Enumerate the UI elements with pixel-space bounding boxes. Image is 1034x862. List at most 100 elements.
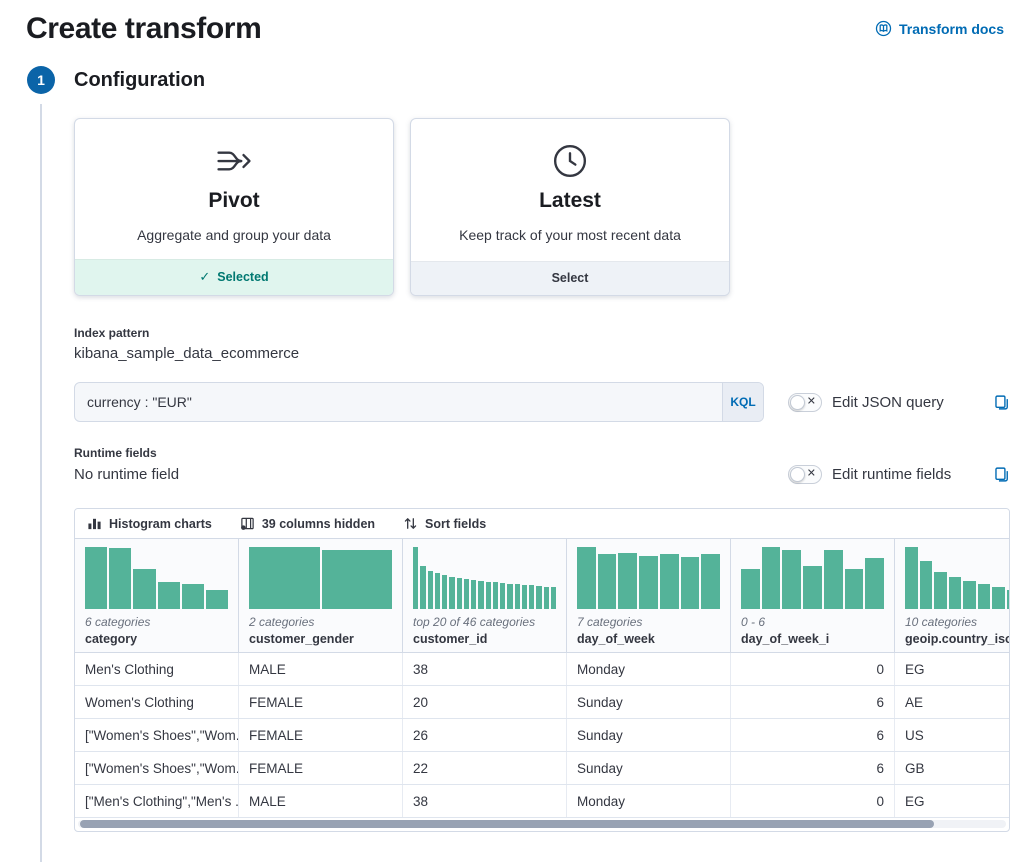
table-cell[interactable]: 22 <box>403 752 567 784</box>
histogram-customer_gender <box>249 547 392 609</box>
grid-header-row: 6 categories category 2 categories customer… <box>75 539 1009 653</box>
kql-language-button[interactable]: KQL <box>722 383 763 421</box>
table-cell[interactable]: MALE <box>239 653 403 685</box>
docs-link-label: Transform docs <box>898 20 1004 37</box>
table-cell[interactable]: 38 <box>403 785 567 817</box>
column-name: day_of_week <box>577 632 655 646</box>
column-legend: 0 - 6 <box>741 615 766 629</box>
table-cell[interactable]: FEMALE <box>239 719 403 751</box>
table-cell[interactable]: Men's Clothing <box>75 653 239 685</box>
sort-fields-button[interactable]: Sort fields <box>403 516 486 531</box>
column-header-category[interactable]: 6 categories category <box>75 539 239 652</box>
table-cell[interactable]: Sunday <box>567 686 731 718</box>
table-cell[interactable]: ["Women's Shoes","Wom... <box>75 752 239 784</box>
histogram-bar <box>992 587 1005 609</box>
table-cell[interactable]: AE <box>895 686 1009 718</box>
table-cell[interactable]: FEMALE <box>239 752 403 784</box>
histogram-bar <box>701 554 721 609</box>
kql-query-input[interactable] <box>75 383 722 421</box>
edit-json-query-cluster: ✕ Edit JSON query <box>788 392 1010 412</box>
page-header: Create transform Transform docs <box>0 0 1034 46</box>
clock-icon <box>429 141 711 181</box>
table-cell[interactable]: Sunday <box>567 752 731 784</box>
index-pattern-value: kibana_sample_data_ecommerce <box>74 345 300 362</box>
latest-card[interactable]: Latest Keep track of your most recent da… <box>410 118 730 296</box>
pivot-card[interactable]: Pivot Aggregate and group your data ✓ Se… <box>74 118 394 296</box>
columns-hidden-label: 39 columns hidden <box>261 516 376 531</box>
table-cell[interactable]: 20 <box>403 686 567 718</box>
pivot-card-title: Pivot <box>208 189 260 212</box>
histogram-bar <box>782 550 802 609</box>
histogram-bar <box>803 566 822 609</box>
runtime-fields-label: Runtime fields <box>74 446 157 460</box>
table-cell[interactable]: Women's Clothing <box>75 686 239 718</box>
column-name: customer_gender <box>249 632 354 646</box>
table-cell[interactable]: 6 <box>731 752 895 784</box>
histogram-bar <box>536 586 542 609</box>
scrollbar-thumb[interactable] <box>80 820 934 828</box>
table-cell[interactable]: MALE <box>239 785 403 817</box>
histogram-bar <box>181 583 204 609</box>
histogram-bar <box>463 579 469 609</box>
table-cell[interactable]: 6 <box>731 719 895 751</box>
table-cell[interactable]: Monday <box>567 653 731 685</box>
column-header-day_of_week[interactable]: 7 categories day_of_week <box>567 539 731 652</box>
edit-json-query-toggle[interactable]: ✕ <box>788 392 822 412</box>
column-header-customer_gender[interactable]: 2 categories customer_gender <box>239 539 403 652</box>
columns-hidden-button[interactable]: 39 columns hidden <box>240 516 375 531</box>
copy-query-button[interactable] <box>993 394 1010 411</box>
histogram-bar <box>1006 589 1009 609</box>
histogram-charts-label: Histogram charts <box>109 516 212 531</box>
query-bar: KQL <box>74 382 764 422</box>
column-header-geoip.country_iso_code[interactable]: 10 categories geoip.country_iso_code <box>895 539 1009 652</box>
table-cell[interactable]: 38 <box>403 653 567 685</box>
grid-body: Men's Clothing MALE 38 Monday 0 EG Women's Clo… <box>75 653 1009 818</box>
histogram-bar <box>507 583 513 609</box>
table-cell[interactable]: 0 <box>731 653 895 685</box>
configuration-step-content: Pivot Aggregate and group your data ✓ Se… <box>74 118 1010 832</box>
table-cell[interactable]: 26 <box>403 719 567 751</box>
table-cell[interactable]: EG <box>895 785 1009 817</box>
table-cell[interactable]: 6 <box>731 686 895 718</box>
histogram-customer_id <box>413 547 556 609</box>
table-cell[interactable]: 0 <box>731 785 895 817</box>
edit-runtime-fields-toggle[interactable]: ✕ <box>788 465 822 484</box>
table-cell[interactable]: US <box>895 719 1009 751</box>
column-header-day_of_week_i[interactable]: 0 - 6 day_of_week_i <box>731 539 895 652</box>
column-legend: 7 categories <box>577 615 643 629</box>
histogram-bar <box>514 584 520 609</box>
histogram-bar <box>249 547 320 609</box>
table-cell[interactable]: Monday <box>567 785 731 817</box>
latest-select-footer[interactable]: Select <box>411 261 729 295</box>
histogram-bar <box>109 548 132 609</box>
step-title: Configuration <box>74 68 206 91</box>
runtime-fields-value: No runtime field <box>74 466 180 483</box>
table-cell[interactable]: ["Men's Clothing","Men's ... <box>75 785 239 817</box>
latest-card-body: Latest Keep track of your most recent da… <box>411 119 729 261</box>
histogram-day_of_week <box>577 547 721 609</box>
histogram-charts-button[interactable]: Histogram charts <box>87 516 212 531</box>
histogram-bar <box>521 584 527 609</box>
table-cell[interactable]: ["Women's Shoes","Wom... <box>75 719 239 751</box>
transform-docs-link[interactable]: Transform docs <box>875 20 1004 37</box>
copy-runtime-fields-button[interactable] <box>993 466 1010 483</box>
table-cell[interactable]: GB <box>895 752 1009 784</box>
page-title: Create transform <box>26 12 262 45</box>
latest-footer-label: Select <box>551 271 589 285</box>
table-row: ["Women's Shoes","Wom... FEMALE 22 Sunday 6 G… <box>75 752 1009 785</box>
runtime-fields-row: No runtime field ✕ Edit runtime fields <box>74 465 1010 484</box>
histogram-bar <box>618 552 638 609</box>
column-header-customer_id[interactable]: top 20 of 46 categories customer_id <box>403 539 567 652</box>
histogram-bar <box>442 574 448 609</box>
table-row: Women's Clothing FEMALE 20 Sunday 6 AE <box>75 686 1009 719</box>
table-cell[interactable]: Sunday <box>567 719 731 751</box>
scrollbar-track[interactable] <box>78 820 1006 828</box>
pivot-card-description: Aggregate and group your data <box>137 227 331 243</box>
histogram-bar <box>550 587 556 609</box>
table-cell[interactable]: FEMALE <box>239 686 403 718</box>
histogram-bar <box>639 555 658 609</box>
column-name: category <box>85 632 138 646</box>
pivot-selected-footer[interactable]: ✓ Selected <box>75 259 393 295</box>
column-legend: 6 categories <box>85 615 151 629</box>
table-cell[interactable]: EG <box>895 653 1009 685</box>
